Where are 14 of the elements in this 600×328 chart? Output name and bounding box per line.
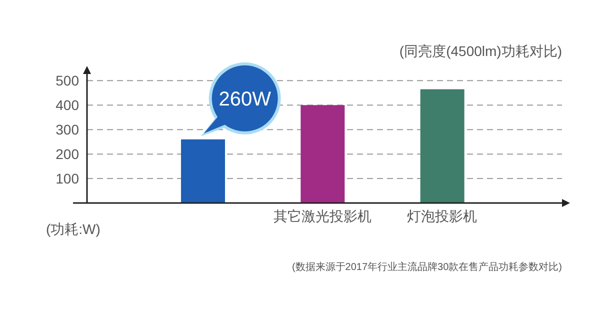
- bar: [300, 105, 345, 203]
- annotation: 260W: [218, 88, 272, 110]
- chart-title: (同亮度(4500lm)功耗对比): [399, 43, 562, 61]
- y-tick-label: 400: [56, 97, 80, 114]
- bar: [420, 89, 464, 203]
- y-tick-label: 100: [56, 170, 80, 187]
- y-tick-label: 500: [56, 72, 80, 89]
- y-tick-label: 300: [56, 122, 80, 138]
- x-tick-label: 灯泡投影机: [407, 208, 478, 224]
- text: (数据来源于2017年行业主流品牌30款在售产品功耗参数对比): [292, 260, 562, 274]
- x-tick-label: 其它激光投影机: [274, 208, 372, 224]
- bar: [181, 139, 225, 203]
- y-axis-title: (功耗:W): [46, 221, 100, 239]
- y-tick-label: 200: [56, 146, 80, 162]
